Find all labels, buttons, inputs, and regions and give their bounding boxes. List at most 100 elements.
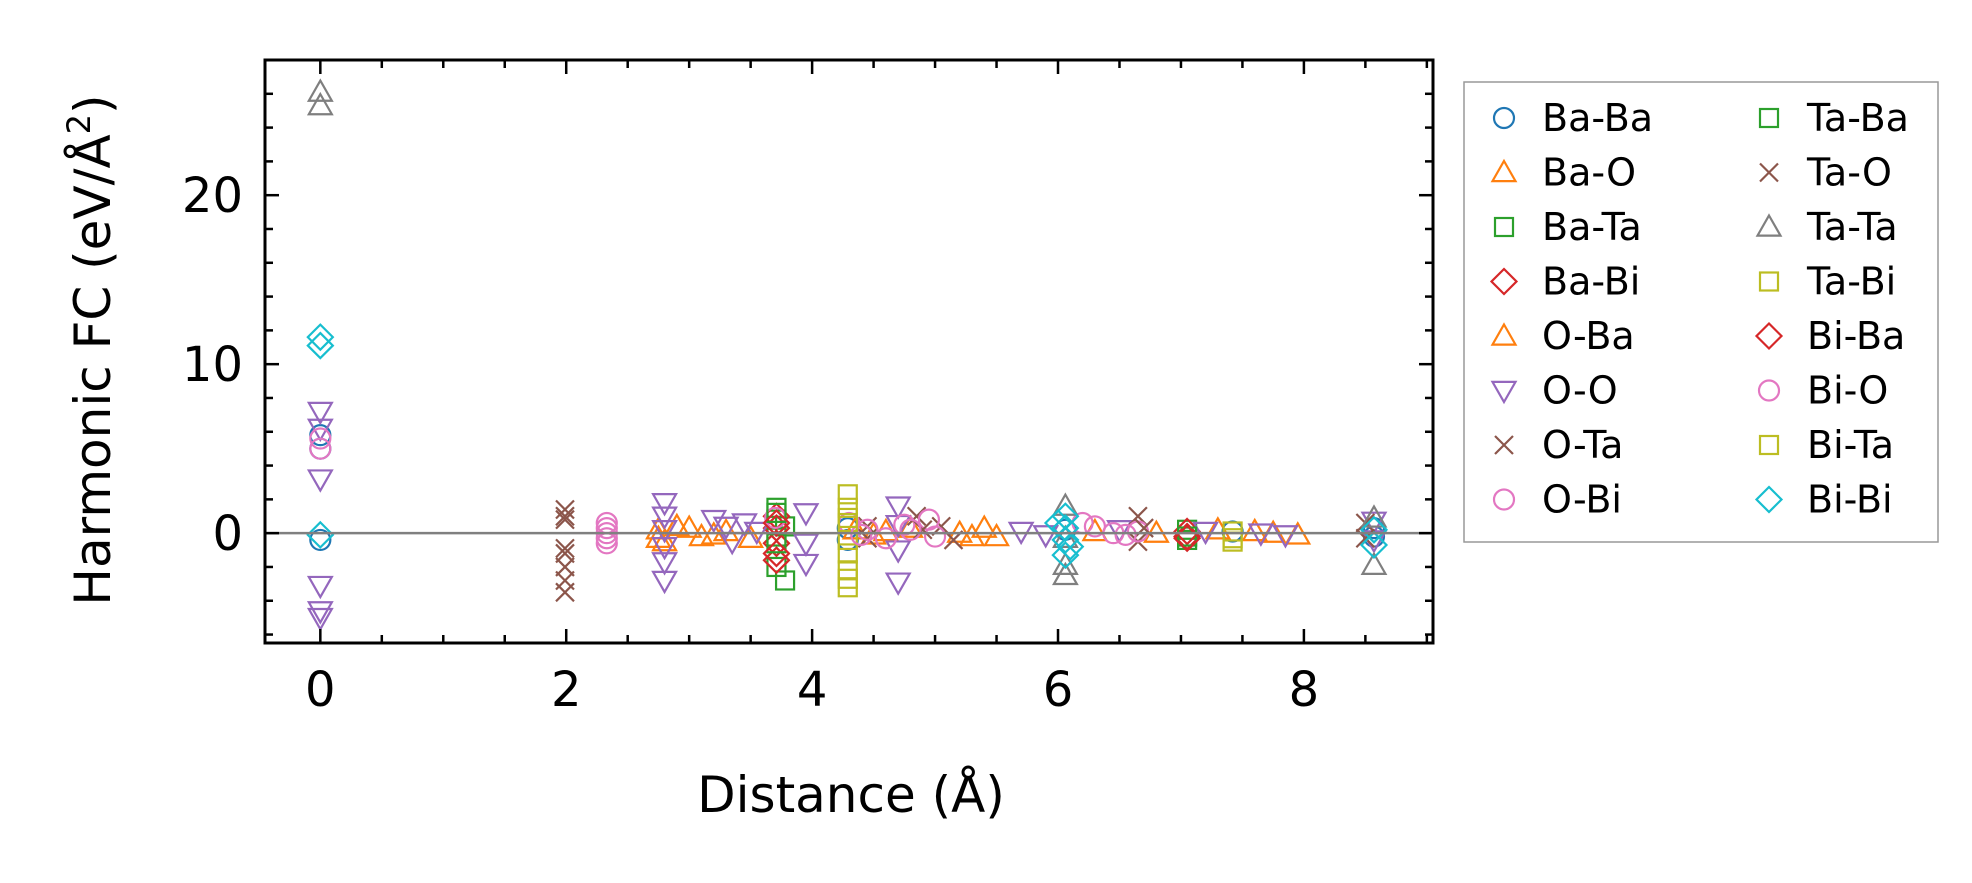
legend-item: Bi-O (1757, 369, 1888, 413)
series-bi-bi (306, 323, 1389, 570)
data-point (555, 499, 575, 520)
data-point (1272, 525, 1299, 549)
data-point (595, 516, 618, 540)
legend-item: Ta-Ba (1758, 96, 1909, 140)
data-point (1360, 504, 1388, 528)
y-tick-label: 20 (182, 168, 243, 224)
data-point (884, 572, 912, 596)
legend-item: Ta-Ta (1755, 205, 1898, 249)
legend-item: Bi-Ta (1758, 423, 1894, 467)
data-point (306, 469, 334, 493)
data-point (555, 509, 575, 530)
legend-label: Ta-Ta (1806, 205, 1898, 249)
data-point (766, 502, 787, 523)
data-point (651, 506, 678, 530)
data-point (1114, 523, 1137, 546)
data-point (884, 540, 912, 564)
data-point (946, 519, 974, 543)
data-point (306, 323, 335, 352)
x-tick-label: 0 (305, 662, 336, 718)
data-point (1359, 530, 1389, 560)
legend-label: Ba-O (1542, 151, 1636, 195)
legend-item: O-O (1490, 369, 1618, 413)
data-point (306, 520, 335, 549)
legend-item: Ba-O (1490, 151, 1636, 195)
data-point (841, 516, 869, 540)
data-point (651, 552, 678, 576)
legend-marker (1489, 267, 1519, 296)
legend-label: Ba-Ta (1542, 205, 1642, 249)
data-point (837, 507, 858, 529)
data-point (837, 529, 858, 551)
y-axis-label-main: Harmonic FC (eV/Å (64, 134, 122, 605)
data-point (555, 582, 575, 603)
legend-box (1463, 81, 1939, 543)
data-point (837, 484, 858, 505)
y-axis-label: Harmonic FC (eV/Å2) (60, 94, 122, 605)
legend-marker (1758, 107, 1780, 129)
x-axis-label: Distance (Å) (697, 766, 1005, 824)
data-point (1043, 508, 1073, 538)
data-point (792, 533, 820, 558)
x-tick-label: 8 (1289, 662, 1320, 718)
data-point (1083, 515, 1106, 538)
data-point (837, 568, 858, 589)
data-point (309, 528, 332, 552)
legend-item: Bi-Ba (1754, 314, 1905, 358)
data-point (651, 570, 678, 595)
data-point (309, 427, 332, 450)
series-bi-ta (837, 507, 1243, 589)
x-tick-label: 2 (551, 662, 582, 718)
legend-label: O-Ba (1542, 314, 1635, 358)
legend-label: O-O (1542, 369, 1618, 413)
data-point (306, 575, 334, 600)
legend-label: Ba-Bi (1542, 260, 1640, 304)
data-point (1051, 524, 1079, 548)
data-point (712, 516, 740, 541)
data-point (306, 401, 334, 426)
data-point (874, 527, 897, 550)
data-point (1359, 515, 1389, 544)
plot-area-frame (263, 58, 1435, 645)
data-point (1051, 561, 1079, 586)
data-point (899, 518, 922, 541)
data-point (1056, 532, 1085, 561)
data-point (306, 601, 334, 625)
legend-marker (1757, 379, 1781, 402)
legend-marker (1493, 216, 1515, 238)
series-bi-o (595, 515, 1137, 550)
data-point (1032, 525, 1060, 549)
y-axis-label-superscript: 2 (60, 114, 98, 134)
data-point (958, 522, 986, 547)
legend-item: Ta-Bi (1758, 260, 1896, 304)
series-ta-ta (306, 78, 1388, 586)
data-point (1142, 519, 1170, 543)
data-point (1241, 517, 1269, 542)
axis-ticks (265, 58, 1433, 643)
legend-item: O-Bi (1492, 478, 1622, 522)
legend-item: O-Ta (1494, 423, 1623, 467)
legend-label: Ta-O (1806, 151, 1892, 195)
legend-marker (1755, 213, 1783, 237)
data-point (651, 536, 678, 561)
legend-label: Bi-O (1807, 369, 1888, 413)
data-point (651, 520, 678, 544)
series-o-o (306, 401, 1388, 632)
legend-marker (1759, 162, 1779, 183)
legend-marker (1758, 434, 1780, 456)
data-point (306, 331, 335, 360)
data-point (837, 497, 858, 518)
data-point (1222, 528, 1243, 549)
data-point (663, 512, 691, 537)
legend-item: Ta-O (1759, 151, 1892, 195)
legend: Ba-Ba Ba-O Ba-Ta Ba-Bi O-Ba O-O O-Ta O-Bi Ta-Ba T… (1463, 81, 1939, 543)
x-tick-label: 6 (1043, 662, 1074, 718)
axis-tick-labels: 0 2 4 6 8 0 10 20 (182, 168, 1319, 718)
data-point (1106, 520, 1133, 544)
series-ta-ba (766, 502, 1198, 554)
data-point (923, 525, 947, 548)
legend-label: O-Bi (1542, 478, 1622, 522)
legend-label: O-Ta (1542, 423, 1623, 467)
data-point (651, 493, 678, 517)
